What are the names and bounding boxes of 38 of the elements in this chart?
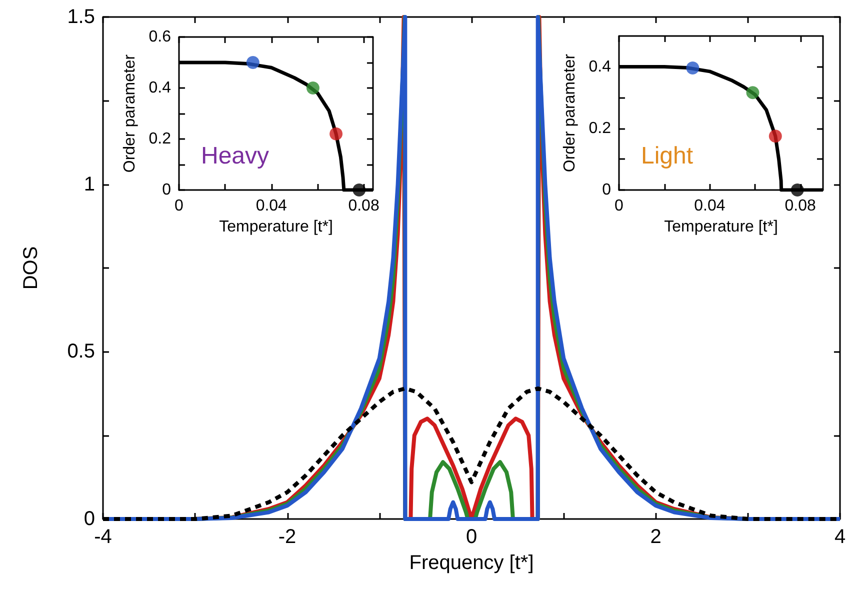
- y-tick-label: 0: [602, 182, 612, 198]
- y-tick-label: 0.6: [148, 28, 172, 46]
- x-tick-label: 0: [174, 198, 184, 214]
- x-tick-label: 0: [614, 198, 624, 214]
- point: [686, 62, 700, 75]
- y-tick-label: 1.5: [67, 6, 95, 28]
- y-tick-label: 0.4: [588, 58, 612, 76]
- x-tick-label: 2: [650, 526, 662, 548]
- y-tick-label: 0: [162, 182, 172, 198]
- x-tick-label: -2: [278, 526, 296, 548]
- point: [790, 184, 804, 196]
- y-axis-title: Order parameter: [561, 53, 578, 172]
- x-tick-label: 4: [834, 526, 846, 548]
- x-tick-label: 0.08: [348, 198, 380, 214]
- x-axis-title: Temperature [t*]: [664, 218, 778, 236]
- x-tick-label: 0.04: [694, 198, 726, 214]
- y-axis-title: DOS: [20, 246, 42, 290]
- y-tick-label: 0: [84, 508, 95, 530]
- annotation: Light: [641, 142, 694, 170]
- y-tick-label: 0.4: [148, 80, 172, 96]
- x-axis-title: Temperature [t*]: [219, 218, 333, 236]
- x-tick-label: -4: [94, 526, 112, 548]
- y-tick-label: 1: [84, 173, 95, 196]
- x-tick-label: 0: [466, 526, 478, 548]
- point: [246, 56, 260, 69]
- point: [352, 184, 366, 196]
- y-tick-label: 0.2: [588, 120, 612, 137]
- x-tick-label: 0.08: [784, 198, 816, 214]
- y-tick-label: 0.5: [67, 340, 95, 363]
- point: [746, 86, 760, 100]
- x-tick-label: 0.04: [256, 198, 288, 214]
- y-axis-title: Order parameter: [121, 54, 138, 173]
- point: [330, 127, 343, 140]
- point: [306, 82, 320, 94]
- x-axis-title: Frequency [t*]: [409, 552, 534, 574]
- point: [768, 130, 782, 143]
- annotation: Heavy: [201, 142, 270, 170]
- y-tick-label: 0.2: [148, 130, 172, 148]
